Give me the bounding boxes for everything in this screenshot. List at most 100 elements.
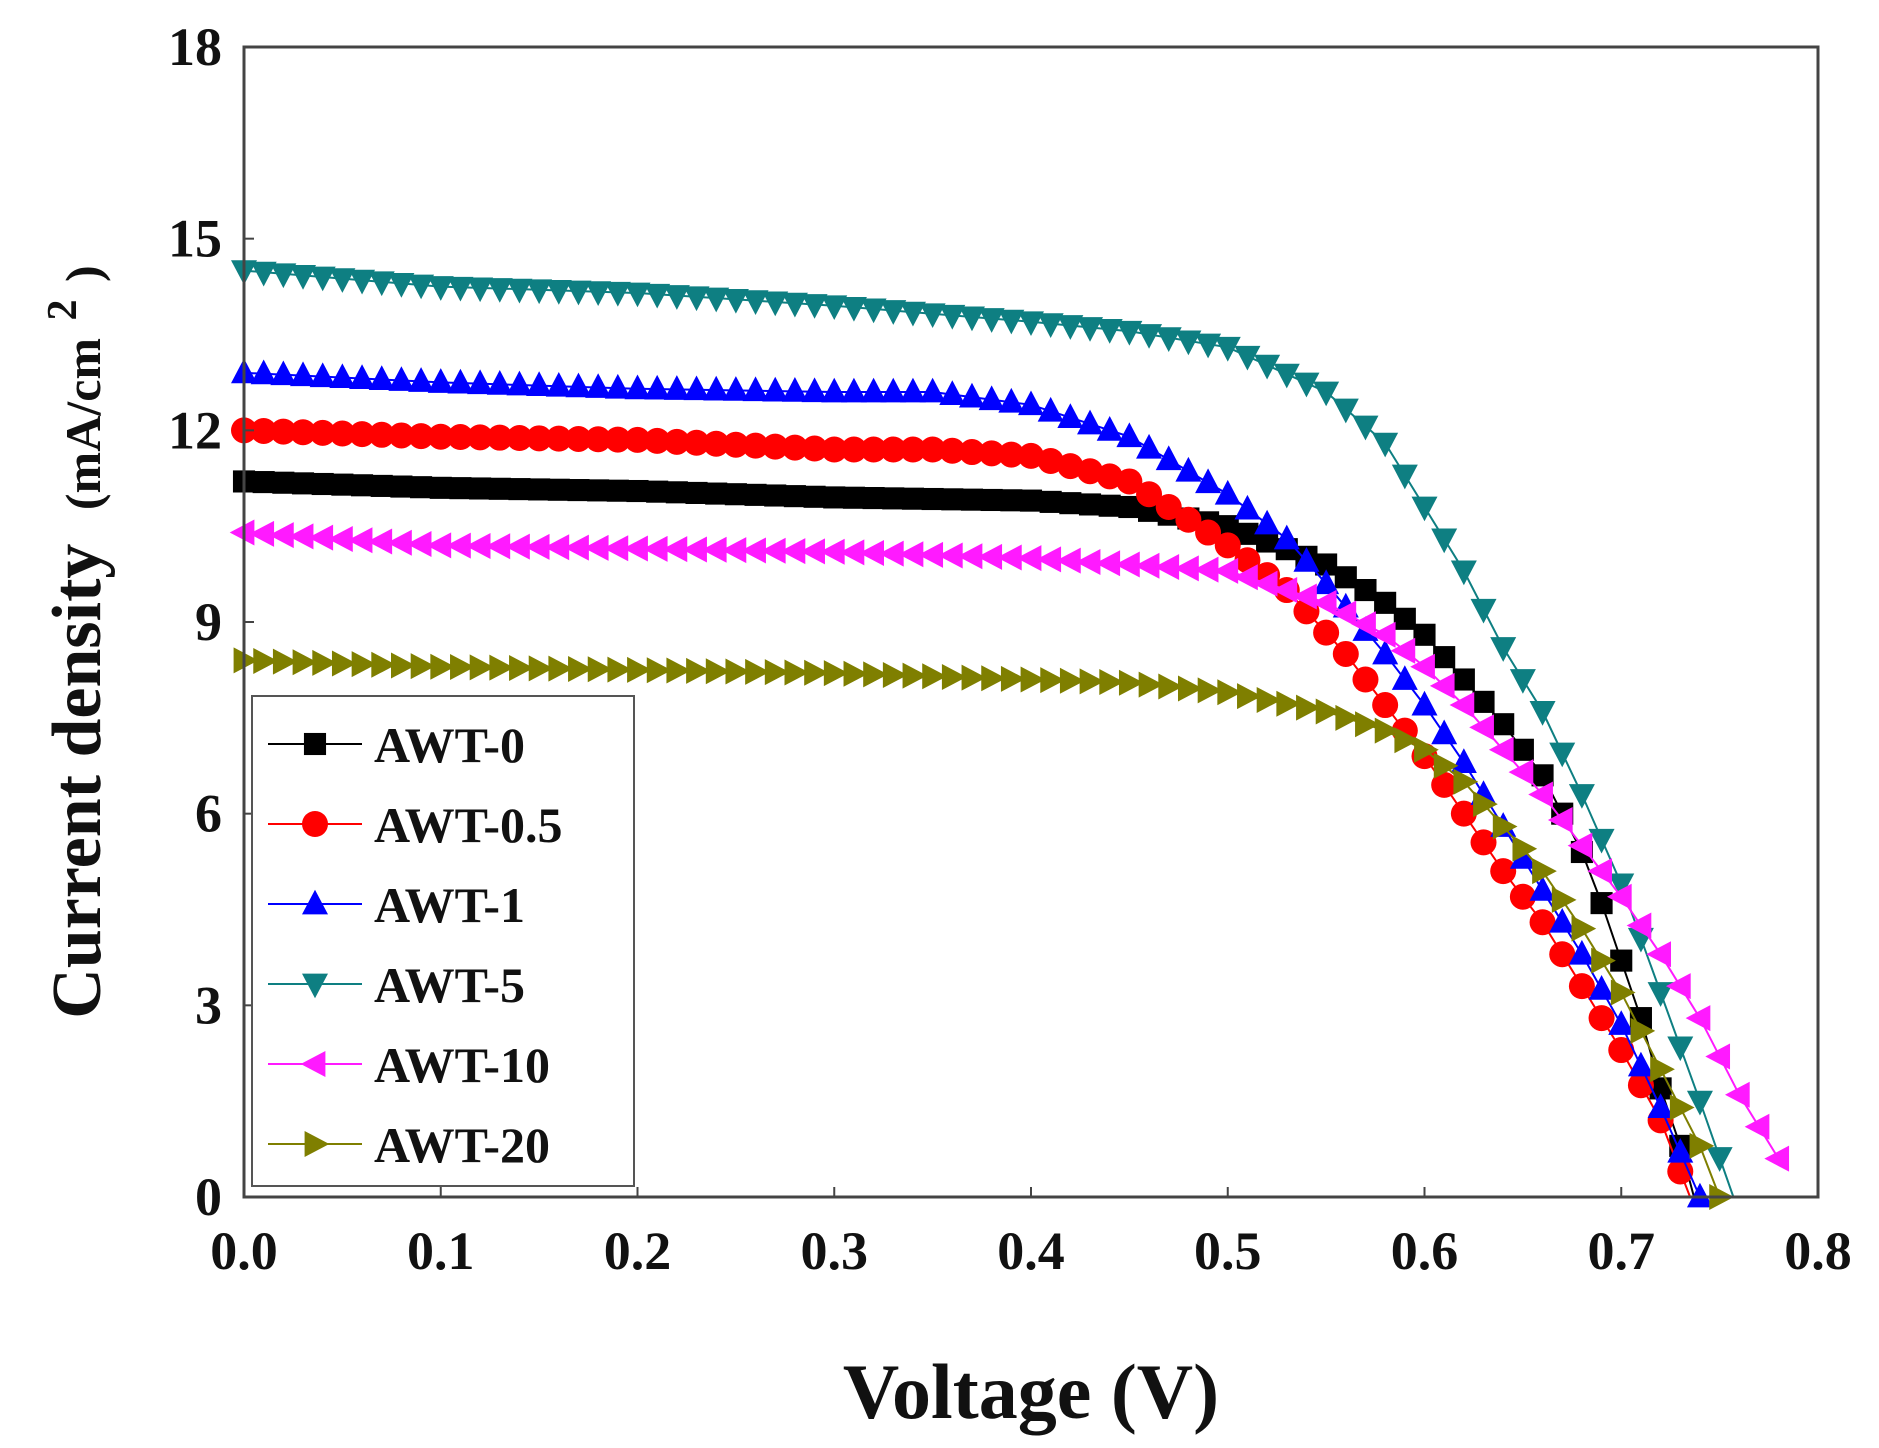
data-point (429, 476, 452, 499)
data-point (1174, 555, 1199, 582)
data-point (722, 288, 749, 314)
data-point (1214, 336, 1241, 362)
data-point (526, 371, 553, 397)
data-point (509, 655, 534, 681)
data-point (742, 432, 769, 459)
data-point (1175, 506, 1202, 533)
data-point (1568, 939, 1595, 965)
data-point (1118, 495, 1141, 519)
data-point (646, 657, 672, 684)
legend-marker (302, 811, 328, 837)
y-tick-label: 9 (195, 592, 222, 652)
data-point (1453, 768, 1479, 795)
data-point (958, 439, 985, 466)
data-point (1037, 313, 1064, 338)
data-point (1136, 481, 1163, 508)
data-point (290, 419, 317, 446)
data-point (1096, 463, 1123, 490)
data-point (705, 658, 731, 685)
data-point (662, 536, 688, 563)
data-point (1236, 522, 1259, 545)
data-point (1059, 492, 1082, 515)
data-point (860, 436, 887, 463)
data-point (666, 657, 692, 684)
data-point (1292, 583, 1317, 610)
data-point (1470, 598, 1497, 624)
series-AWT-10 (229, 519, 1790, 1172)
legend-marker (302, 889, 328, 915)
data-point (744, 483, 767, 506)
data-point (1588, 1005, 1615, 1032)
data-point (545, 425, 572, 452)
data-point (1414, 736, 1439, 763)
data-point (1195, 333, 1222, 359)
data-point (449, 477, 472, 500)
y-axis-title-close: ) (55, 265, 111, 282)
data-point (682, 536, 707, 563)
data-point (1449, 692, 1475, 719)
data-point (603, 535, 629, 562)
data-point (427, 276, 454, 301)
legend-label: AWT-10 (374, 1037, 550, 1093)
data-point (1078, 493, 1102, 516)
data-point (741, 537, 766, 564)
data-point (387, 529, 412, 556)
data-point (349, 421, 376, 448)
data-point (1646, 941, 1671, 968)
data-point (290, 265, 317, 290)
data-point (250, 261, 277, 287)
data-point (642, 535, 668, 562)
x-tick-label: 0.8 (1784, 1221, 1852, 1281)
data-point (1374, 717, 1400, 744)
y-axis-title-sup: 2 (40, 299, 86, 320)
data-point (1512, 835, 1538, 862)
data-point (1276, 690, 1302, 717)
data-point (1567, 832, 1593, 859)
data-point (390, 475, 413, 498)
data-point (526, 425, 553, 452)
data-point (1431, 771, 1458, 798)
data-point (663, 285, 690, 310)
data-point (860, 377, 887, 403)
data-point (803, 485, 826, 508)
data-point (1273, 363, 1300, 389)
data-point (880, 300, 907, 325)
data-point (1018, 390, 1044, 416)
data-point (1725, 1081, 1750, 1108)
data-point (291, 472, 315, 495)
data-point (878, 540, 904, 567)
series-layer (229, 260, 1790, 1210)
data-point (308, 524, 334, 551)
data-point (1037, 396, 1064, 422)
data-point (919, 303, 946, 329)
y-axis-title-unit: (mA/cm (55, 338, 111, 510)
data-point (762, 433, 789, 460)
data-point (270, 263, 297, 289)
data-point (467, 369, 494, 395)
data-point (1450, 748, 1477, 773)
data-point (1057, 315, 1084, 340)
data-point (644, 283, 671, 309)
data-point (426, 532, 452, 559)
data-point (1411, 496, 1438, 522)
data-point (1315, 698, 1341, 725)
data-point (1195, 519, 1222, 546)
data-point (309, 419, 336, 446)
data-point (1433, 752, 1459, 779)
data-point (272, 648, 298, 675)
data-point (1669, 1094, 1695, 1121)
data-point (1370, 621, 1396, 648)
data-point (644, 427, 671, 454)
data-point (1313, 381, 1340, 407)
data-point (1588, 828, 1615, 854)
data-point (1394, 727, 1420, 754)
data-point (1234, 345, 1261, 371)
data-point (941, 488, 964, 511)
data-point (467, 424, 494, 451)
legend-item: AWT-10 (268, 1037, 550, 1093)
data-point (1667, 1036, 1694, 1062)
data-point (391, 652, 416, 679)
legend-label: AWT-20 (374, 1117, 550, 1173)
data-point (1492, 713, 1515, 736)
data-point (249, 520, 275, 547)
